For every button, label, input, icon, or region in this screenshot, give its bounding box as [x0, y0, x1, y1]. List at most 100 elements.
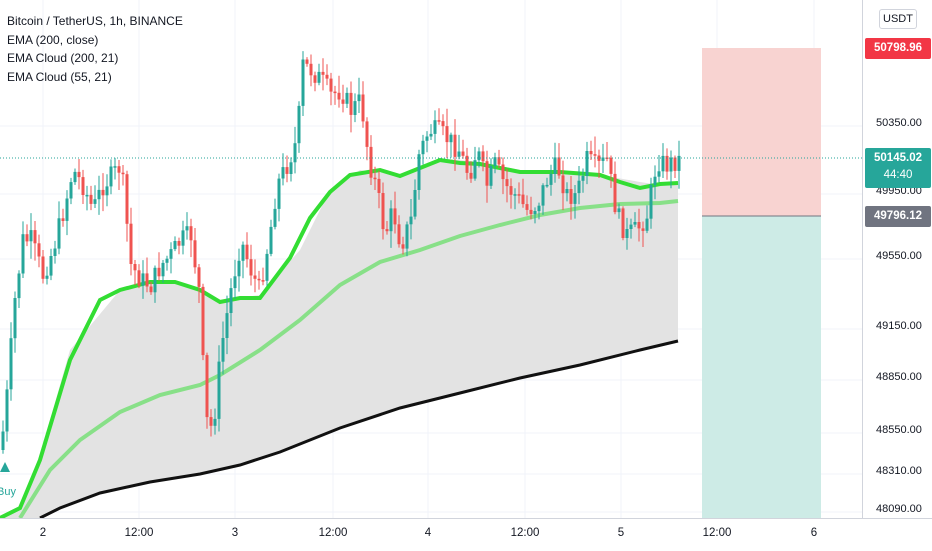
candle-body[interactable]: [641, 228, 645, 231]
candle-body[interactable]: [213, 418, 217, 426]
candle-body[interactable]: [369, 146, 373, 178]
candle-body[interactable]: [525, 204, 529, 210]
candle-body[interactable]: [321, 71, 325, 75]
candle-body[interactable]: [261, 280, 265, 282]
candle-body[interactable]: [509, 186, 513, 195]
candle-body[interactable]: [205, 355, 209, 418]
candle-body[interactable]: [265, 253, 269, 281]
candle-body[interactable]: [141, 273, 145, 286]
candle-body[interactable]: [89, 194, 93, 204]
candle-body[interactable]: [201, 286, 205, 356]
candle-body[interactable]: [533, 211, 537, 215]
candle-body[interactable]: [429, 133, 433, 137]
candle-body[interactable]: [505, 179, 509, 187]
candle-body[interactable]: [365, 121, 369, 147]
candle-body[interactable]: [41, 256, 45, 279]
candle-body[interactable]: [549, 173, 553, 185]
candle-body[interactable]: [17, 273, 21, 299]
candle-body[interactable]: [189, 226, 193, 241]
candle-body[interactable]: [441, 121, 445, 127]
candle-body[interactable]: [613, 173, 617, 213]
candle-body[interactable]: [609, 157, 613, 174]
candle-body[interactable]: [301, 59, 305, 106]
candle-body[interactable]: [245, 244, 249, 260]
candle-body[interactable]: [113, 166, 117, 168]
candle-body[interactable]: [617, 208, 621, 213]
candle-body[interactable]: [421, 140, 425, 155]
candle-body[interactable]: [101, 189, 105, 196]
candle-body[interactable]: [393, 208, 397, 225]
candle-body[interactable]: [601, 157, 605, 161]
candle-body[interactable]: [541, 185, 545, 206]
candle-body[interactable]: [157, 267, 161, 277]
candle-body[interactable]: [445, 126, 449, 143]
candle-body[interactable]: [353, 101, 357, 115]
candle-body[interactable]: [561, 175, 565, 194]
candle-body[interactable]: [417, 154, 421, 190]
candle-body[interactable]: [497, 157, 501, 165]
candle-body[interactable]: [77, 171, 81, 178]
candle-body[interactable]: [33, 230, 37, 244]
candle-body[interactable]: [669, 157, 673, 172]
candle-body[interactable]: [437, 120, 441, 122]
candle-body[interactable]: [513, 194, 517, 196]
candle-body[interactable]: [469, 172, 473, 179]
candle-body[interactable]: [501, 164, 505, 180]
candle-body[interactable]: [241, 244, 245, 261]
candle-body[interactable]: [373, 177, 377, 180]
candle-body[interactable]: [645, 218, 649, 231]
candle-body[interactable]: [529, 209, 533, 215]
candle-body[interactable]: [573, 193, 577, 204]
candle-body[interactable]: [629, 224, 633, 229]
candle-body[interactable]: [281, 167, 285, 179]
candle-body[interactable]: [413, 190, 417, 217]
candle-body[interactable]: [69, 182, 73, 199]
candle-body[interactable]: [493, 157, 497, 166]
candle-body[interactable]: [569, 189, 573, 204]
candle-body[interactable]: [313, 75, 317, 83]
candle-body[interactable]: [545, 184, 549, 187]
candle-body[interactable]: [153, 267, 157, 293]
candle-body[interactable]: [473, 160, 477, 179]
candle-body[interactable]: [605, 157, 609, 160]
candle-body[interactable]: [181, 230, 185, 246]
buy-signal[interactable]: Buy: [0, 462, 16, 498]
candle-body[interactable]: [553, 157, 557, 174]
candle-body[interactable]: [433, 120, 437, 134]
candle-body[interactable]: [633, 222, 637, 225]
candle-body[interactable]: [5, 389, 9, 432]
candle-body[interactable]: [253, 275, 257, 279]
candle-body[interactable]: [9, 338, 13, 390]
candle-body[interactable]: [293, 143, 297, 163]
candle-body[interactable]: [249, 259, 253, 276]
candle-body[interactable]: [149, 286, 153, 293]
candle-body[interactable]: [465, 155, 469, 173]
indicator-ema-200[interactable]: EMA (200, close): [7, 32, 99, 47]
candle-body[interactable]: [557, 157, 561, 176]
candle-body[interactable]: [637, 222, 641, 229]
price-chart[interactable]: Buy: [0, 0, 862, 518]
candle-body[interactable]: [521, 194, 525, 205]
candle-body[interactable]: [65, 198, 69, 221]
currency-button[interactable]: USDT: [879, 9, 917, 29]
candle-body[interactable]: [517, 194, 521, 196]
symbol-title[interactable]: Bitcoin / TetherUS, 1h, BINANCE: [7, 14, 183, 28]
candle-body[interactable]: [13, 298, 17, 339]
candle-body[interactable]: [485, 161, 489, 186]
candle-body[interactable]: [269, 226, 273, 254]
candle-body[interactable]: [177, 241, 181, 246]
candle-body[interactable]: [37, 243, 41, 257]
candle-body[interactable]: [229, 288, 233, 313]
candle-body[interactable]: [285, 167, 289, 174]
candle-body[interactable]: [277, 178, 281, 209]
candle-body[interactable]: [221, 338, 225, 362]
candle-body[interactable]: [357, 94, 361, 102]
candle-body[interactable]: [209, 417, 213, 426]
candle-body[interactable]: [29, 230, 33, 242]
candle-body[interactable]: [145, 273, 149, 287]
candle-body[interactable]: [621, 208, 625, 238]
candle-body[interactable]: [665, 155, 669, 172]
candle-body[interactable]: [169, 249, 173, 259]
candle-body[interactable]: [585, 151, 589, 176]
candle-body[interactable]: [401, 244, 405, 249]
